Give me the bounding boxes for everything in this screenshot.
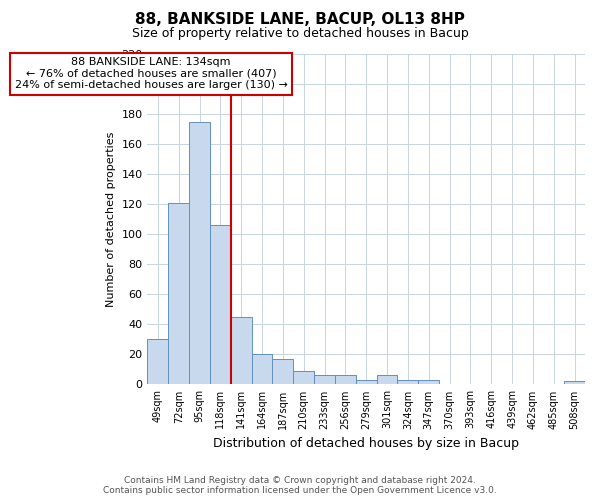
Text: Size of property relative to detached houses in Bacup: Size of property relative to detached ho… [131,28,469,40]
Text: Contains HM Land Registry data © Crown copyright and database right 2024.
Contai: Contains HM Land Registry data © Crown c… [103,476,497,495]
X-axis label: Distribution of detached houses by size in Bacup: Distribution of detached houses by size … [213,437,519,450]
Bar [564,382,585,384]
Bar [272,359,293,384]
Bar [189,122,210,384]
Text: 88, BANKSIDE LANE, BACUP, OL13 8HP: 88, BANKSIDE LANE, BACUP, OL13 8HP [135,12,465,28]
Y-axis label: Number of detached properties: Number of detached properties [106,132,116,307]
Bar [210,225,231,384]
Bar [293,371,314,384]
Bar [335,376,356,384]
Bar [168,202,189,384]
Bar [377,376,397,384]
Bar [356,380,377,384]
Bar [231,317,251,384]
Bar [148,340,168,384]
Text: 88 BANKSIDE LANE: 134sqm
← 76% of detached houses are smaller (407)
24% of semi-: 88 BANKSIDE LANE: 134sqm ← 76% of detach… [15,57,287,90]
Bar [251,354,272,384]
Bar [314,376,335,384]
Bar [418,380,439,384]
Bar [397,380,418,384]
